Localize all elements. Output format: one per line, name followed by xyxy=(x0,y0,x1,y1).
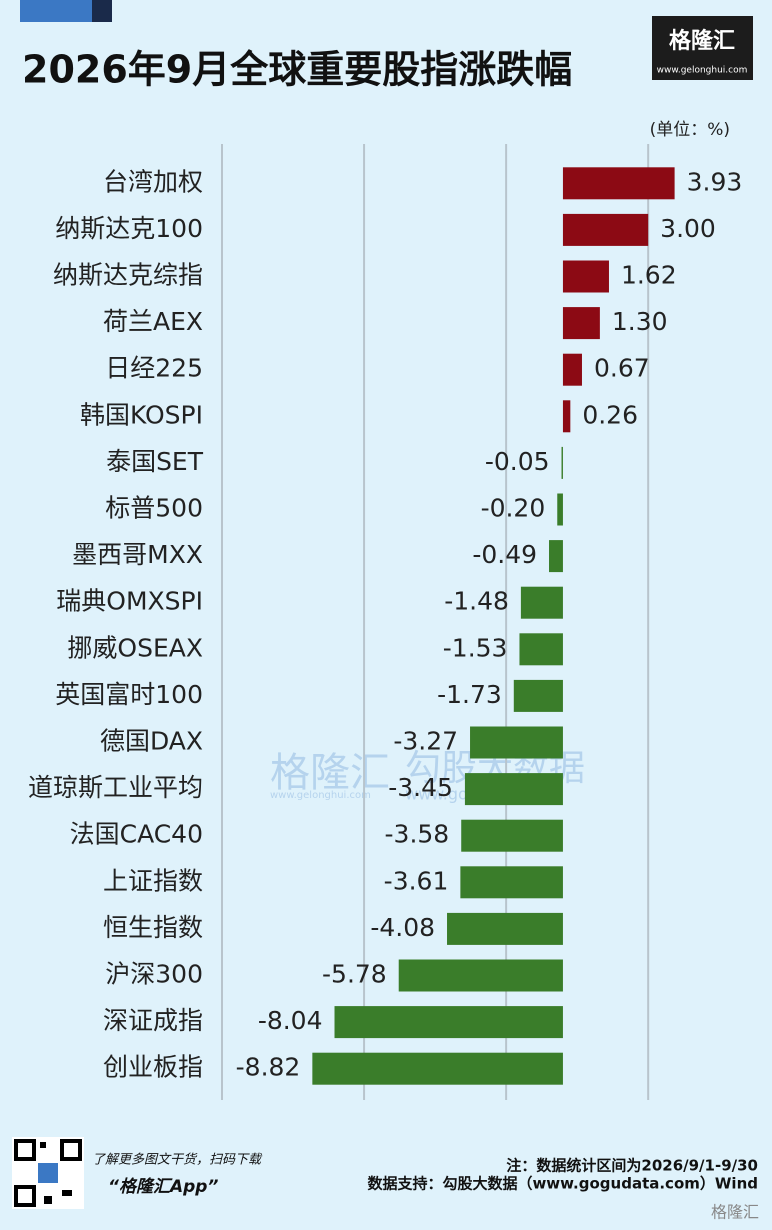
value-label: -8.04 xyxy=(258,1006,323,1035)
category-label: 荷兰AEX xyxy=(103,307,203,336)
bar xyxy=(470,726,563,759)
bar xyxy=(562,260,609,293)
logo-url: www.gelonghui.com xyxy=(657,66,748,76)
bar xyxy=(460,866,563,899)
value-label: -0.49 xyxy=(472,540,537,569)
value-label: -1.48 xyxy=(444,587,509,616)
bar xyxy=(562,353,582,386)
watermark-brand: 格隆汇 xyxy=(270,750,390,796)
category-label: 深证成指 xyxy=(103,1006,203,1035)
bar xyxy=(561,446,563,479)
value-label: -1.73 xyxy=(437,680,502,709)
bar xyxy=(519,633,563,666)
value-label: 0.67 xyxy=(594,354,650,383)
bar xyxy=(464,773,563,806)
chart-title: 2026年9月全球重要股指涨跌幅 xyxy=(22,48,572,92)
bar xyxy=(513,679,563,712)
category-label: 台湾加权 xyxy=(103,167,203,196)
qr-dot xyxy=(40,1142,46,1148)
bar xyxy=(557,493,563,526)
bar xyxy=(562,400,571,433)
value-label: 0.26 xyxy=(582,400,638,429)
category-label: 道琼斯工业平均 xyxy=(28,773,203,802)
category-label: 德国DAX xyxy=(100,727,203,756)
category-label: 法国CAC40 xyxy=(70,820,203,849)
value-label: 1.30 xyxy=(612,307,668,336)
category-label: 上证指数 xyxy=(103,866,203,895)
logo: 格隆汇 xyxy=(669,28,735,54)
qr-finder xyxy=(14,1139,36,1161)
category-label: 挪威OSEAX xyxy=(67,633,203,662)
logo-box xyxy=(652,16,753,80)
value-label: -0.05 xyxy=(485,447,550,476)
value-label: -3.45 xyxy=(388,773,453,802)
category-label: 瑞典OMXSPI xyxy=(56,587,203,616)
bar xyxy=(562,213,649,246)
header-bar-dark xyxy=(92,0,112,22)
bar xyxy=(562,307,600,340)
category-label: 纳斯达克综指 xyxy=(53,261,203,290)
value-label: -3.27 xyxy=(393,727,458,756)
header-bar xyxy=(20,0,92,22)
bar xyxy=(312,1052,563,1085)
qr-dot xyxy=(62,1190,72,1196)
category-label: 创业板指 xyxy=(103,1053,203,1082)
qr-finder xyxy=(14,1185,36,1207)
value-label: -5.78 xyxy=(322,960,387,989)
category-label: 恒生指数 xyxy=(103,913,203,942)
value-label: -4.08 xyxy=(370,913,435,942)
footer-note: 注：数据统计区间为2026/9/1-9/30 xyxy=(506,1157,758,1175)
value-label: -8.82 xyxy=(236,1053,301,1082)
value-label: 3.00 xyxy=(660,214,716,243)
bar xyxy=(398,959,563,992)
value-label: -1.53 xyxy=(443,633,508,662)
bar xyxy=(520,586,563,619)
bar xyxy=(447,912,563,945)
value-label: -3.61 xyxy=(384,866,449,895)
qr-dot xyxy=(44,1196,52,1204)
category-label: 沪深300 xyxy=(105,960,203,989)
bar xyxy=(549,540,563,573)
category-label: 墨西哥MXX xyxy=(72,540,203,569)
watermark-brand-url: www.gelonghui.com xyxy=(270,790,371,801)
bar xyxy=(334,1006,563,1039)
bar xyxy=(562,167,675,200)
qr-finder xyxy=(60,1139,82,1161)
value-label: -3.58 xyxy=(385,820,450,849)
category-label: 英国富时100 xyxy=(55,680,203,709)
category-label: 泰国SET xyxy=(106,447,204,476)
footer-source: 数据支持：勾股大数据（www.gogudata.com）Wind xyxy=(367,1175,758,1193)
category-label: 日经225 xyxy=(105,354,203,383)
unit-label: (单位：%) xyxy=(650,120,730,140)
corner-logo: 格隆汇 xyxy=(711,1203,759,1222)
category-label: 纳斯达克100 xyxy=(55,214,203,243)
value-label: 3.93 xyxy=(687,167,743,196)
category-label: 韩国KOSPI xyxy=(80,400,203,429)
value-label: 1.62 xyxy=(621,261,677,290)
qr-logo xyxy=(38,1163,58,1183)
footer-promo: 了解更多图文干货，扫码下载 xyxy=(92,1152,263,1168)
value-label: -0.20 xyxy=(481,494,546,523)
bar xyxy=(461,819,563,852)
qr-code xyxy=(12,1137,84,1209)
footer-app: “格隆汇App” xyxy=(108,1177,218,1197)
category-label: 标普500 xyxy=(105,494,203,523)
